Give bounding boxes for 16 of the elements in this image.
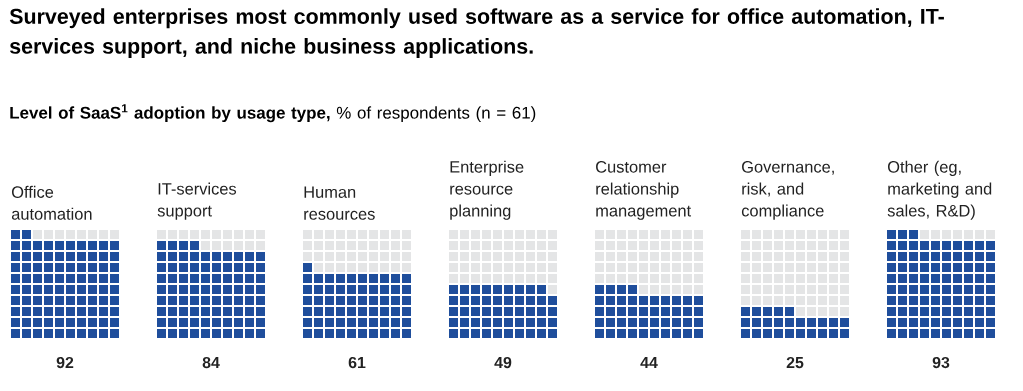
- data-label: 84: [202, 356, 220, 369]
- category-label: Governance, risk, and compliance: [741, 161, 834, 220]
- data-label: 25: [786, 356, 804, 369]
- data-label: 92: [56, 356, 74, 369]
- category-label: Customer relationship management: [596, 161, 692, 220]
- text: Surveyed enterprises most commonly used software as a service for office automation, IT-services support, and niche business applications.: [9, 8, 944, 59]
- category-label: Office automation: [11, 185, 92, 220]
- data-label: 44: [640, 357, 658, 369]
- category-label: Enterprise resource planning: [450, 160, 524, 220]
- data-label: 61: [348, 356, 366, 369]
- category-label: IT-services support: [157, 182, 237, 220]
- text: Level of SaaS$^{1}$ adoption by usage type, % of respondents (n = 61): [10, 104, 536, 123]
- category-label: Human resources: [304, 186, 375, 220]
- data-label: 49: [494, 356, 512, 369]
- data-label: 93: [932, 356, 950, 369]
- category-label: Other (eg, marketing and sales, R&D): [887, 160, 992, 220]
